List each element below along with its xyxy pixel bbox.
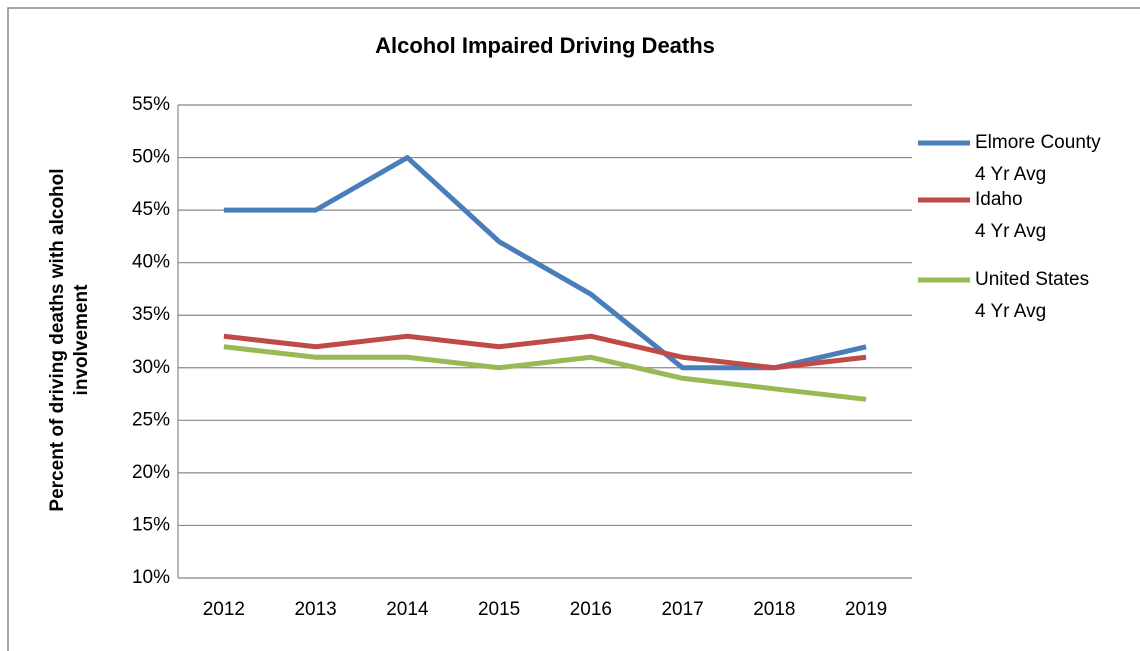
legend-label: Idaho 4 Yr Avg: [975, 189, 1047, 242]
chart-border: [7, 7, 1140, 651]
legend-label: Elmore County 4 Yr Avg: [975, 132, 1101, 185]
y-tick-label: 15%: [132, 514, 170, 535]
x-tick-label: 2016: [570, 599, 612, 620]
y-tick-label: 30%: [132, 357, 170, 378]
x-tick-label: 2012: [203, 599, 245, 620]
series-line: [223, 333, 867, 371]
x-tick-label: 2015: [478, 599, 520, 620]
y-tick-label: 50%: [132, 147, 170, 168]
y-tick-label: 10%: [132, 567, 170, 588]
y-tick-label: 40%: [132, 252, 170, 273]
y-tick-label: 45%: [132, 199, 170, 220]
chart-title: Alcohol Impaired Driving Deaths: [375, 33, 715, 58]
y-tick-label: 20%: [132, 462, 170, 483]
series-line: [223, 344, 867, 402]
x-tick-label: 2018: [753, 599, 795, 620]
y-tick-label: 35%: [132, 304, 170, 325]
y-tick-label: 25%: [132, 409, 170, 430]
x-tick-label: 2013: [294, 599, 336, 620]
y-axis-label: Percent of driving deaths with alcohol i…: [47, 168, 92, 512]
legend-label: United States 4 Yr Avg: [975, 269, 1090, 322]
y-tick-label: 55%: [132, 94, 170, 115]
x-tick-label: 2017: [661, 599, 703, 620]
x-tick-label: 2014: [386, 599, 429, 620]
x-tick-label: 2019: [845, 599, 887, 620]
